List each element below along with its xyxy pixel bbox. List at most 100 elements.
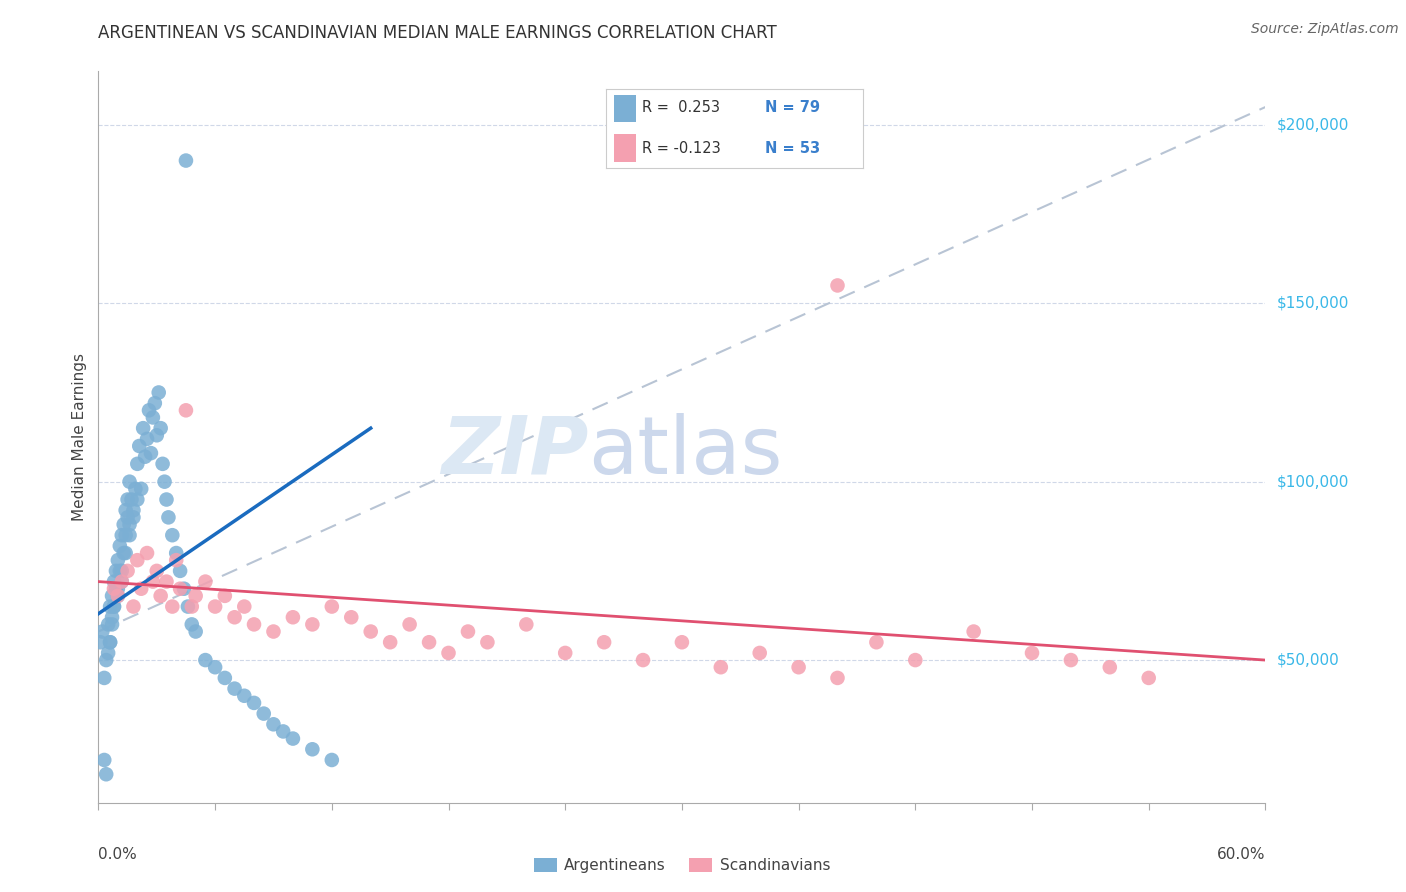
Point xyxy=(97,617,120,632)
Point xyxy=(593,635,616,649)
Point xyxy=(214,671,236,685)
Point xyxy=(98,635,121,649)
Point xyxy=(124,482,146,496)
Point xyxy=(107,582,129,596)
Point xyxy=(111,528,134,542)
Legend: Argentineans, Scandinavians: Argentineans, Scandinavians xyxy=(527,852,837,880)
Point xyxy=(148,385,170,400)
Point xyxy=(103,574,125,589)
Point xyxy=(631,653,654,667)
Point xyxy=(827,671,849,685)
Point xyxy=(281,610,304,624)
Point xyxy=(165,546,187,560)
Point xyxy=(184,624,207,639)
Text: $150,000: $150,000 xyxy=(1277,296,1348,310)
Point xyxy=(214,589,236,603)
Text: ZIP: ZIP xyxy=(441,413,589,491)
Point xyxy=(174,153,197,168)
Point xyxy=(177,599,200,614)
Point xyxy=(173,582,195,596)
Point xyxy=(114,546,136,560)
Point xyxy=(321,599,343,614)
Point xyxy=(107,589,129,603)
Point xyxy=(132,421,155,435)
Point xyxy=(127,492,149,507)
Point xyxy=(184,589,207,603)
Point xyxy=(108,564,131,578)
Point xyxy=(114,503,136,517)
Point xyxy=(117,564,139,578)
Point xyxy=(262,624,284,639)
Point xyxy=(114,528,136,542)
Point xyxy=(865,635,887,649)
Point xyxy=(321,753,343,767)
Point xyxy=(111,564,134,578)
Point xyxy=(122,599,145,614)
Point xyxy=(129,582,152,596)
Point xyxy=(127,457,149,471)
Point xyxy=(155,492,177,507)
Point xyxy=(1021,646,1043,660)
Point xyxy=(93,671,115,685)
Point xyxy=(96,767,118,781)
Point xyxy=(437,646,460,660)
Point xyxy=(180,617,202,632)
Point xyxy=(243,617,266,632)
Point xyxy=(1098,660,1121,674)
Point xyxy=(101,617,124,632)
Point xyxy=(554,646,576,660)
Point xyxy=(128,439,150,453)
Point xyxy=(97,646,120,660)
Point xyxy=(360,624,382,639)
Point xyxy=(103,599,125,614)
Point xyxy=(112,546,135,560)
Point xyxy=(98,635,121,649)
Point xyxy=(457,624,479,639)
Point xyxy=(103,582,125,596)
Point xyxy=(194,574,217,589)
Point xyxy=(112,517,135,532)
Point xyxy=(710,660,733,674)
Text: $100,000: $100,000 xyxy=(1277,475,1348,489)
Point xyxy=(787,660,810,674)
Point xyxy=(118,528,141,542)
Point xyxy=(1137,671,1160,685)
Point xyxy=(271,724,294,739)
Point xyxy=(477,635,499,649)
Point xyxy=(111,574,134,589)
Point xyxy=(149,589,172,603)
Point xyxy=(118,517,141,532)
Point xyxy=(127,553,149,567)
Point xyxy=(117,510,139,524)
Text: Source: ZipAtlas.com: Source: ZipAtlas.com xyxy=(1251,22,1399,37)
Point xyxy=(122,503,145,517)
Point xyxy=(91,624,114,639)
Text: 60.0%: 60.0% xyxy=(1218,847,1265,862)
Point xyxy=(281,731,304,746)
Point xyxy=(301,617,323,632)
Point xyxy=(122,510,145,524)
Point xyxy=(152,457,174,471)
Point xyxy=(101,610,124,624)
Text: atlas: atlas xyxy=(589,413,783,491)
Point xyxy=(169,582,191,596)
Point xyxy=(165,553,187,567)
Point xyxy=(904,653,927,667)
Point xyxy=(101,589,124,603)
Point xyxy=(118,475,141,489)
Point xyxy=(149,421,172,435)
Point xyxy=(378,635,402,649)
Text: ARGENTINEAN VS SCANDINAVIAN MEDIAN MALE EARNINGS CORRELATION CHART: ARGENTINEAN VS SCANDINAVIAN MEDIAN MALE … xyxy=(98,24,778,42)
Point xyxy=(96,653,118,667)
Point xyxy=(671,635,693,649)
Point xyxy=(1060,653,1083,667)
Point xyxy=(233,599,256,614)
Point xyxy=(827,278,849,293)
Point xyxy=(143,396,166,410)
Point xyxy=(134,450,156,464)
Point xyxy=(243,696,266,710)
Point xyxy=(146,428,169,442)
Point xyxy=(129,482,152,496)
Point xyxy=(204,660,226,674)
Point xyxy=(180,599,202,614)
